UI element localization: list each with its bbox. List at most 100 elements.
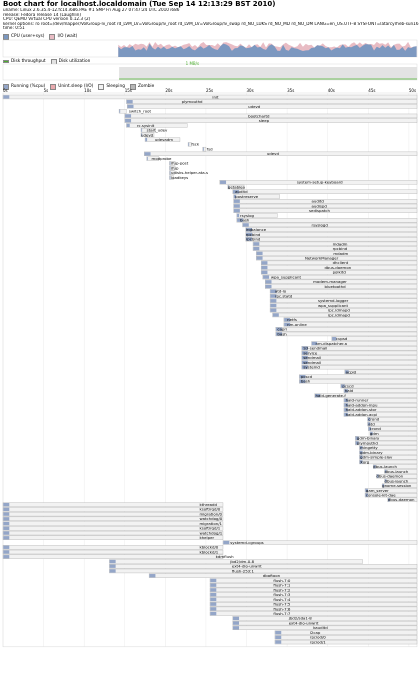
- process-chart: 0s 5s 10s 15s 20s 25s 30s 35s 40s 45s 50s init plymo…: [2, 88, 418, 648]
- process-running-segment: [233, 194, 237, 199]
- process-label: rpcbind: [246, 232, 261, 237]
- process-label: plymouthd: [357, 440, 378, 445]
- process-bar: [368, 426, 418, 431]
- process-running-segment: [127, 104, 134, 109]
- process-label: kauditd: [313, 625, 328, 630]
- process-label: rpc.statd: [275, 293, 293, 298]
- process-running-segment: [315, 393, 321, 398]
- process-label: mdadm: [333, 251, 348, 256]
- process-running-segment: [233, 199, 240, 203]
- process-label: loadkeys: [171, 175, 188, 180]
- process-label: udevd: [267, 151, 280, 156]
- process-label: service: [303, 350, 318, 355]
- process-label: console-kit-dae: [366, 493, 396, 498]
- process-running-segment: [275, 630, 282, 635]
- process-running-segment: [299, 374, 306, 379]
- process-label: pcscd: [342, 383, 354, 388]
- process-bar: [331, 336, 418, 341]
- process-label: watchdog/0: [199, 516, 222, 521]
- process-label: auditd: [311, 199, 324, 204]
- process-running-segment: [345, 370, 349, 374]
- process-bar: [359, 450, 418, 455]
- process-label: bash: [240, 218, 250, 223]
- process-running-segment: [256, 251, 263, 256]
- process-bar: [169, 175, 174, 180]
- process-bar: [233, 203, 418, 209]
- process-running-segment: [367, 422, 371, 426]
- process-bar: [355, 436, 418, 441]
- process-label: dbus-daemon: [324, 265, 351, 270]
- process-running-segment: [302, 365, 308, 369]
- process-bar: [376, 474, 418, 479]
- process-bar: [209, 597, 418, 602]
- process-label: netfs: [287, 317, 297, 322]
- process-running-segment: [275, 635, 282, 639]
- zombie-legend-label: Zombie: [137, 84, 155, 90]
- process-bar: [364, 492, 418, 498]
- process-label: plymouthd: [182, 99, 203, 104]
- process-running-segment: [276, 332, 283, 336]
- time-tick-label: 20s: [165, 88, 172, 93]
- util-legend-label: Disk utilization: [58, 59, 91, 65]
- process-label: ext4-dio-unwrit: [289, 620, 319, 625]
- process-label: systemd-logger: [318, 298, 349, 303]
- process-running-segment: [237, 213, 240, 218]
- process-running-segment: [3, 531, 10, 535]
- process-running-segment: [270, 303, 277, 308]
- process-bar: [269, 289, 418, 294]
- process-bar: [2, 535, 224, 540]
- cpu-legend: CPU (user+sys) I/O (wait): [3, 34, 77, 40]
- process-label: khelper: [199, 535, 214, 540]
- process-bar: [242, 222, 418, 228]
- process-running-segment: [340, 384, 345, 388]
- process-bar: [232, 616, 418, 621]
- time-tick-label: 25s: [206, 88, 213, 93]
- process-bar: [209, 606, 418, 612]
- process-legend: Running (%cpu) Unint.sleep (I/O) Sleepin…: [3, 84, 154, 90]
- process-bar: [109, 564, 418, 569]
- process-bar: [140, 132, 155, 138]
- process-bar: [169, 170, 175, 175]
- process-running-segment: [3, 507, 10, 512]
- process-bar: [118, 109, 127, 114]
- process-running-segment: [299, 379, 306, 384]
- process-label: rsyslog: [240, 213, 254, 218]
- process-running-segment: [210, 597, 217, 602]
- process-label: dbus-launch: [385, 469, 409, 474]
- process-bar: [283, 317, 418, 322]
- process-running-segment: [169, 166, 171, 170]
- process-label: hald-generate-f: [316, 393, 347, 398]
- process-running-segment: [302, 351, 308, 355]
- process-bar: [209, 587, 418, 593]
- process-label: flush-7:0: [273, 578, 291, 583]
- process-bar: [233, 199, 418, 204]
- sleeping-swatch: [98, 84, 105, 90]
- time-tick-label: 45s: [368, 88, 375, 93]
- process-bar: [299, 379, 418, 384]
- process-label: flush-7:7: [273, 611, 291, 616]
- process-label: gnome-session: [382, 483, 412, 488]
- process-bar: [372, 464, 418, 469]
- process-running-segment: [276, 327, 283, 331]
- process-label: dbus-daemon: [376, 474, 403, 479]
- process-label: flush-7:5: [273, 602, 291, 607]
- process-bar: [299, 374, 418, 379]
- process-running-segment: [261, 270, 268, 275]
- process-label: nm-online: [287, 322, 307, 327]
- process-running-segment: [141, 128, 143, 132]
- process-label: flush-7:1: [273, 583, 291, 588]
- process-running-segment: [388, 498, 390, 502]
- process-running-segment: [265, 284, 272, 289]
- process-bar: [2, 526, 224, 531]
- process-running-segment: [344, 403, 348, 407]
- process-running-segment: [169, 171, 171, 175]
- process-label: dbaftoon: [263, 573, 281, 578]
- info-line: kernel options: ro root=/dev/mapper/VolG…: [3, 21, 419, 26]
- process-running-segment: [302, 346, 308, 350]
- process-bar: [222, 540, 418, 545]
- zombie-swatch: [129, 84, 136, 90]
- process-running-segment: [126, 100, 133, 104]
- process-running-segment: [367, 417, 371, 421]
- process-label: Xorg: [360, 459, 370, 464]
- process-label: start_udev: [147, 128, 168, 133]
